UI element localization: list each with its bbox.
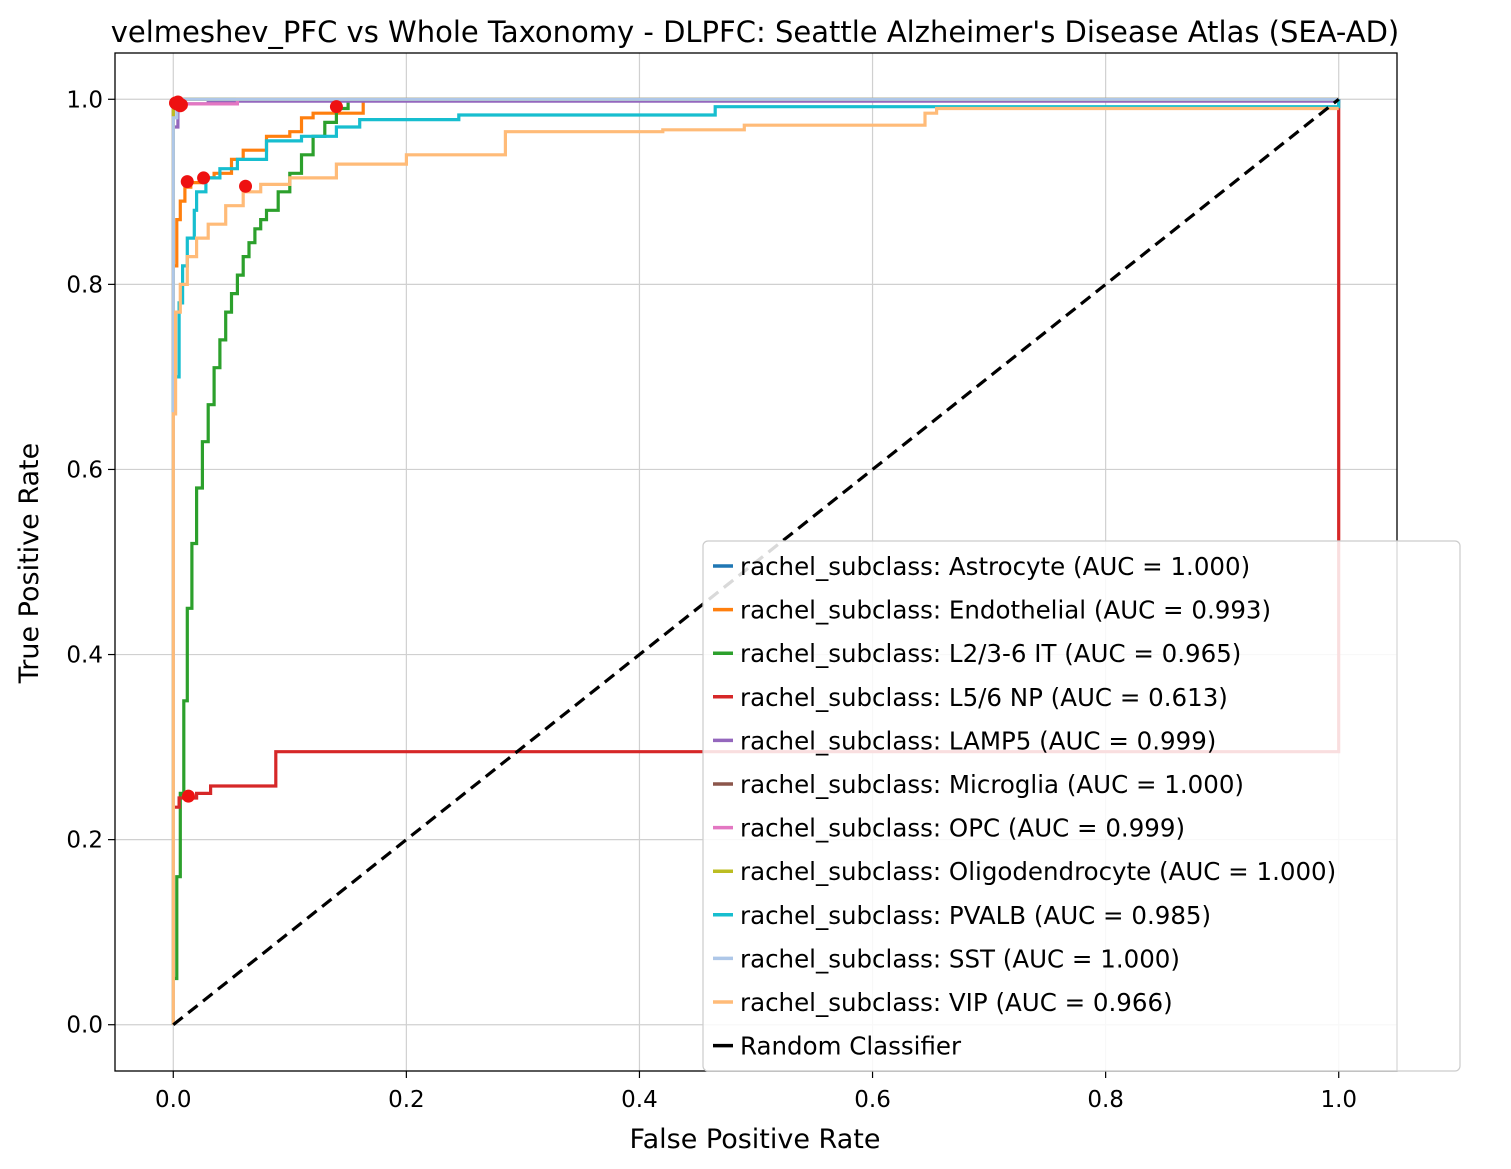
legend-entry: rachel_subclass: LAMP5 (AUC = 0.999) [740, 726, 1216, 755]
threshold-marker-3 [181, 789, 195, 803]
legend: rachel_subclass: Astrocyte (AUC = 1.000)… [702, 540, 1461, 1072]
legend-entry: rachel_subclass: L5/6 NP (AUC = 0.613) [740, 683, 1228, 712]
threshold-marker-10 [239, 179, 253, 193]
y-tick-label: 0.2 [66, 828, 103, 854]
legend-box [702, 540, 1461, 1072]
x-tick-label: 0.4 [621, 1087, 658, 1113]
series-line-3 [171, 99, 1341, 1025]
legend-entry: rachel_subclass: Endothelial (AUC = 0.99… [740, 596, 1271, 625]
threshold-marker-2 [329, 100, 343, 114]
legend-entry: rachel_subclass: Astrocyte (AUC = 1.000) [740, 552, 1250, 581]
series-line-1 [171, 97, 1339, 1025]
x-tick-label: 1.0 [1320, 1087, 1357, 1113]
legend-entry: rachel_subclass: L2/3-6 IT (AUC = 0.965) [740, 639, 1241, 668]
y-axis-label: True Positive Rate [14, 443, 45, 685]
legend-entry: rachel_subclass: Oligodendrocyte (AUC = … [740, 857, 1336, 886]
legend-entry: Random Classifier [740, 1032, 962, 1061]
threshold-marker-9 [171, 95, 185, 109]
legend-entry: rachel_subclass: OPC (AUC = 0.999) [740, 814, 1185, 843]
axis-ticks: 0.0 0.2 0.4 0.6 0.8 1.0 0.0 0.2 0.4 0.6 0.8 1.0 [66, 87, 1357, 1113]
legend-entry: rachel_subclass: VIP (AUC = 0.966) [740, 988, 1173, 1017]
series-line-8 [171, 99, 1341, 1025]
series-line-2 [173, 97, 1339, 981]
y-tick-label: 0.8 [66, 272, 103, 298]
threshold-marker-8 [197, 171, 211, 185]
x-tick-label: 0.2 [388, 1087, 425, 1113]
x-tick-label: 0.8 [1087, 1087, 1124, 1113]
x-tick-label: 0.0 [155, 1087, 192, 1113]
x-tick-label: 0.6 [854, 1087, 891, 1113]
threshold-marker-1 [180, 175, 194, 189]
legend-entry: rachel_subclass: SST (AUC = 1.000) [740, 944, 1180, 973]
y-tick-label: 0.4 [66, 643, 103, 669]
plot-area [169, 95, 1341, 1026]
series-line-10 [171, 106, 1339, 1025]
y-tick-label: 0.0 [66, 1013, 103, 1039]
y-tick-label: 0.6 [66, 457, 103, 483]
legend-entry: rachel_subclass: PVALB (AUC = 0.985) [740, 901, 1211, 930]
y-tick-label: 1.0 [66, 87, 103, 113]
chart-title: velmeshev_PFC vs Whole Taxonomy - DLPFC:… [111, 15, 1400, 49]
legend-entry: rachel_subclass: Microglia (AUC = 1.000) [740, 770, 1244, 799]
x-axis-label: False Positive Rate [630, 1124, 881, 1155]
